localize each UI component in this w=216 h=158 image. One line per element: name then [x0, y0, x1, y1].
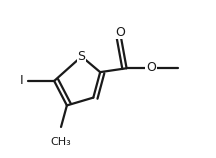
Text: O: O [146, 61, 156, 74]
Text: O: O [115, 25, 125, 39]
Text: CH₃: CH₃ [51, 137, 71, 147]
Text: I: I [20, 74, 24, 88]
Text: S: S [78, 50, 86, 63]
